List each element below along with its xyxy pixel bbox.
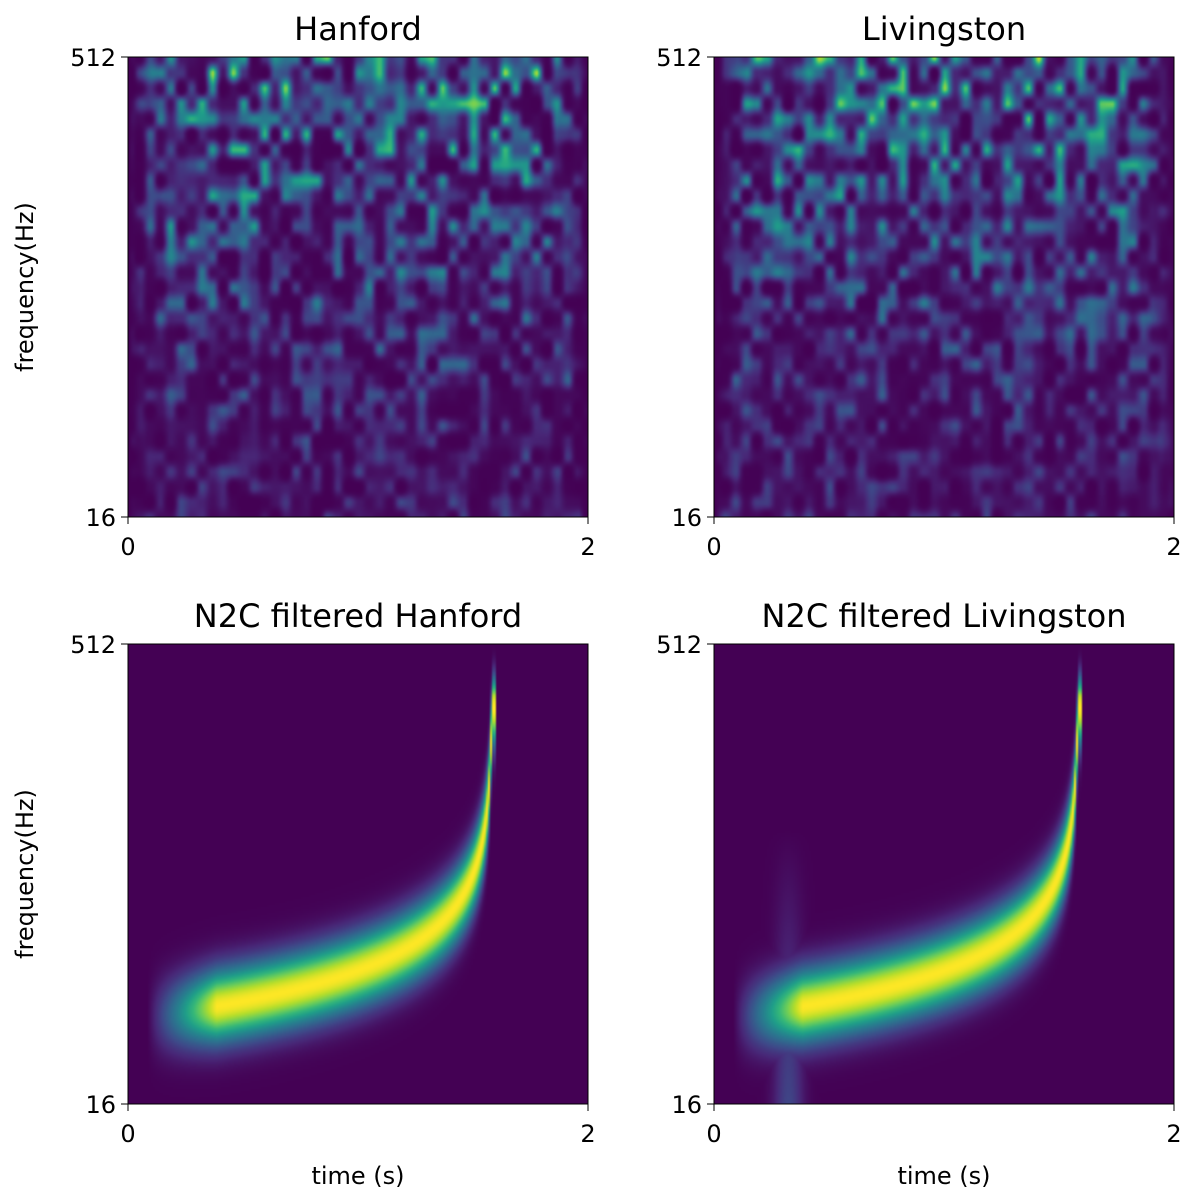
y-tick-label: 16	[671, 1091, 702, 1119]
x-tick-label: 2	[580, 533, 595, 561]
y-tick-label: 512	[656, 631, 702, 659]
axes-frame	[127, 643, 589, 1105]
subplot-1: Hanford 16 512 0 2 frequency(Hz)	[11, 10, 596, 561]
subplot-3: N2C filtered Hanford 16 512 0 2 frequency(Hz)…	[11, 597, 596, 1190]
x-tick-label: 0	[120, 533, 135, 561]
x-tick-label: 0	[706, 533, 721, 561]
y-tick-label: 16	[671, 504, 702, 532]
subplot-4: N2C filtered Livingston 16 512 0 2 time (s)	[656, 597, 1181, 1190]
x-tick-label: 2	[1166, 1120, 1181, 1148]
y-tick-label: 512	[70, 44, 116, 72]
x-axis-label: time (s)	[311, 1162, 404, 1190]
x-axis-label: time (s)	[897, 1162, 990, 1190]
y-axis-label: frequency(Hz)	[11, 202, 39, 372]
x-tick-label: 2	[1166, 533, 1181, 561]
axes-frame	[713, 56, 1175, 518]
y-tick-label: 16	[85, 504, 116, 532]
heatmap-image	[714, 57, 1174, 517]
y-tick-label: 512	[656, 44, 702, 72]
subplot-title: Hanford	[294, 10, 422, 48]
y-tick-label: 512	[70, 631, 116, 659]
y-axis-label: frequency(Hz)	[11, 789, 39, 959]
x-tick-label: 0	[706, 1120, 721, 1148]
x-tick-label: 0	[120, 1120, 135, 1148]
heatmap-image	[714, 644, 1174, 1104]
axes-frame	[127, 56, 589, 518]
x-tick-label: 2	[580, 1120, 595, 1148]
subplot-title: N2C filtered Hanford	[194, 597, 522, 635]
subplot-title: Livingston	[862, 10, 1026, 48]
subplot-2: Livingston 16 512 0 2	[656, 10, 1181, 561]
y-tick-label: 16	[85, 1091, 116, 1119]
subplot-title: N2C filtered Livingston	[762, 597, 1127, 635]
heatmap-image	[128, 57, 588, 517]
axes-frame	[713, 643, 1175, 1105]
heatmap-image	[128, 644, 588, 1104]
